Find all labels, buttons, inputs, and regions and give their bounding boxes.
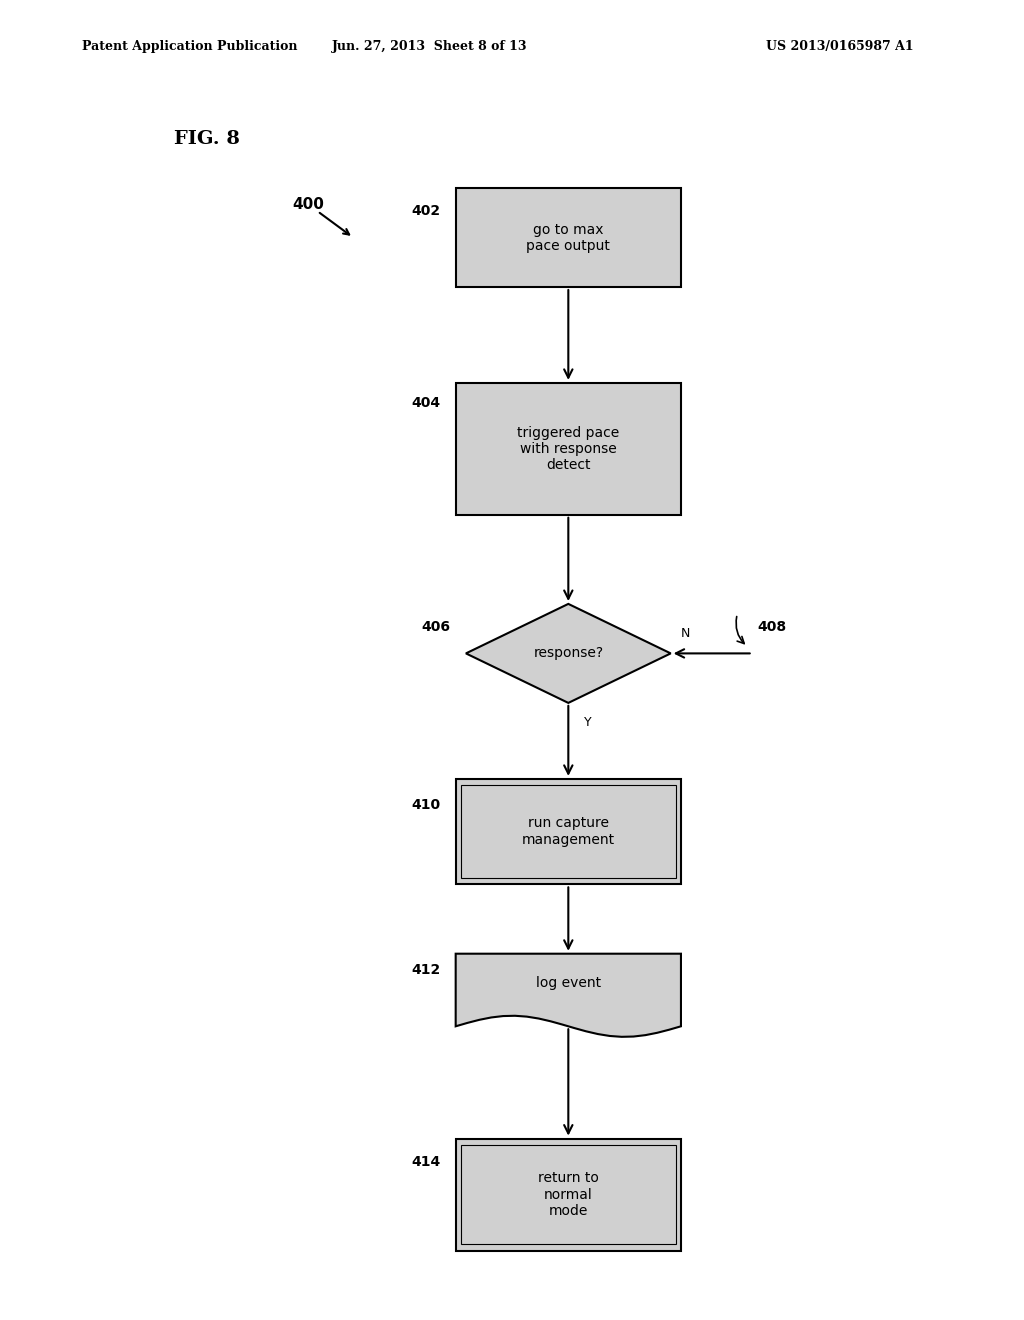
Text: 406: 406 xyxy=(422,620,451,634)
Text: log event: log event xyxy=(536,977,601,990)
FancyBboxPatch shape xyxy=(456,779,681,884)
Text: triggered pace
with response
detect: triggered pace with response detect xyxy=(517,425,620,473)
Text: 404: 404 xyxy=(412,396,440,409)
Text: 408: 408 xyxy=(758,620,786,634)
Text: Y: Y xyxy=(584,717,591,729)
Text: 414: 414 xyxy=(411,1155,440,1168)
Text: US 2013/0165987 A1: US 2013/0165987 A1 xyxy=(766,40,913,53)
Text: 400: 400 xyxy=(292,197,324,213)
FancyBboxPatch shape xyxy=(456,189,681,288)
Text: response?: response? xyxy=(534,647,603,660)
FancyBboxPatch shape xyxy=(456,1138,681,1251)
Text: 410: 410 xyxy=(412,799,440,812)
Text: Jun. 27, 2013  Sheet 8 of 13: Jun. 27, 2013 Sheet 8 of 13 xyxy=(333,40,527,53)
Text: Patent Application Publication: Patent Application Publication xyxy=(82,40,297,53)
Text: run capture
management: run capture management xyxy=(522,817,614,846)
Polygon shape xyxy=(466,605,671,702)
Text: return to
normal
mode: return to normal mode xyxy=(538,1171,599,1218)
Text: go to max
pace output: go to max pace output xyxy=(526,223,610,252)
Text: FIG. 8: FIG. 8 xyxy=(174,129,240,148)
Text: 412: 412 xyxy=(411,964,440,977)
Text: N: N xyxy=(681,627,690,640)
FancyBboxPatch shape xyxy=(456,383,681,515)
Polygon shape xyxy=(456,953,681,1036)
Text: 402: 402 xyxy=(412,205,440,218)
